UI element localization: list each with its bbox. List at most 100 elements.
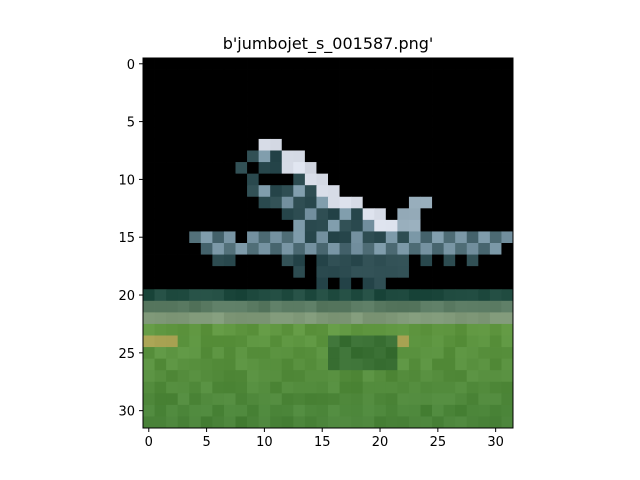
image-pixel <box>200 300 213 313</box>
image-pixel <box>397 231 410 244</box>
image-pixel <box>281 150 294 163</box>
image-pixel <box>501 208 514 221</box>
image-pixel <box>247 323 260 336</box>
image-pixel <box>143 312 155 325</box>
image-pixel <box>501 115 514 128</box>
image-pixel <box>489 358 502 371</box>
image-pixel <box>385 92 398 105</box>
y-tick-label: 20 <box>118 289 135 304</box>
image-pixel <box>478 115 491 128</box>
image-pixel <box>166 370 179 383</box>
image-pixel <box>489 127 502 140</box>
image-pixel <box>362 138 375 151</box>
image-pixel <box>293 404 306 417</box>
image-pixel <box>166 208 179 221</box>
image-pixel <box>408 69 421 82</box>
image-pixel <box>351 370 364 383</box>
image-pixel <box>385 208 398 221</box>
image-pixel <box>397 347 410 360</box>
image-pixel <box>466 323 479 336</box>
image-pixel <box>316 196 329 209</box>
image-pixel <box>316 266 329 279</box>
x-tick-label: 25 <box>430 435 447 450</box>
image-pixel <box>143 81 155 94</box>
image-pixel <box>466 81 479 94</box>
image-pixel <box>258 138 271 151</box>
image-pixel <box>235 185 248 198</box>
image-pixel <box>420 381 433 394</box>
image-pixel <box>328 150 340 163</box>
image-pixel <box>189 127 202 140</box>
image-pixel <box>397 162 410 175</box>
image-pixel <box>177 416 190 429</box>
image-pixel <box>200 138 213 151</box>
image-pixel <box>200 312 213 325</box>
image-pixel <box>443 162 456 175</box>
image-pixel <box>270 196 283 209</box>
image-pixel <box>281 358 294 371</box>
image-pixel <box>432 115 445 128</box>
image-pixel <box>432 393 445 406</box>
image-pixel <box>270 208 283 221</box>
image-pixel <box>339 370 352 383</box>
image-pixel <box>281 335 294 348</box>
image-pixel <box>166 81 179 94</box>
image-pixel <box>316 92 329 105</box>
image-pixel <box>143 115 155 128</box>
image-pixel <box>385 254 398 267</box>
image-pixel <box>374 115 387 128</box>
image-pixel <box>293 323 306 336</box>
image-pixel <box>466 69 479 82</box>
image-pixel <box>432 196 445 209</box>
image-pixel <box>489 58 502 70</box>
image-pixel <box>270 323 283 336</box>
image-pixel <box>154 115 167 128</box>
image-pixel <box>466 185 479 198</box>
image-pixel <box>466 115 479 128</box>
image-pixel <box>212 277 225 290</box>
image-pixel <box>432 277 445 290</box>
image-pixel <box>351 254 364 267</box>
image-pixel <box>489 150 502 163</box>
image-pixel <box>235 243 248 255</box>
image-pixel <box>189 173 202 186</box>
image-pixel <box>397 381 410 394</box>
image-pixel <box>143 381 155 394</box>
image-pixel <box>489 219 502 232</box>
image-pixel <box>223 370 236 383</box>
image-pixel <box>212 81 225 94</box>
image-pixel <box>443 150 456 163</box>
image-pixel <box>143 416 155 429</box>
image-pixel <box>154 81 167 94</box>
image-pixel <box>235 69 248 82</box>
image-pixel <box>189 277 202 290</box>
image-pixel <box>501 69 514 82</box>
image-pixel <box>304 196 317 209</box>
image-pixel <box>501 81 514 94</box>
image-pixel <box>177 381 190 394</box>
image-pixel <box>501 404 514 417</box>
image-pixel <box>478 277 491 290</box>
image-pixel <box>281 185 294 198</box>
image-pixel <box>293 393 306 406</box>
image-pixel <box>154 92 167 105</box>
image-pixel <box>432 254 445 267</box>
image-pixel <box>235 300 248 313</box>
image-pixel <box>281 81 294 94</box>
image-pixel <box>235 277 248 290</box>
image-pixel <box>212 416 225 429</box>
image-pixel <box>478 243 491 255</box>
image-pixel <box>455 81 468 94</box>
image-pixel <box>316 208 329 221</box>
image-pixel <box>166 381 179 394</box>
image-pixel <box>351 358 364 371</box>
image-pixel <box>443 323 456 336</box>
image-pixel <box>281 162 294 175</box>
image-pixel <box>478 347 491 360</box>
image-pixel <box>328 358 340 371</box>
image-pixel <box>177 300 190 313</box>
image-pixel <box>385 104 398 117</box>
image-pixel <box>408 347 421 360</box>
image-pixel <box>339 358 352 371</box>
y-tick-label: 15 <box>118 231 135 246</box>
